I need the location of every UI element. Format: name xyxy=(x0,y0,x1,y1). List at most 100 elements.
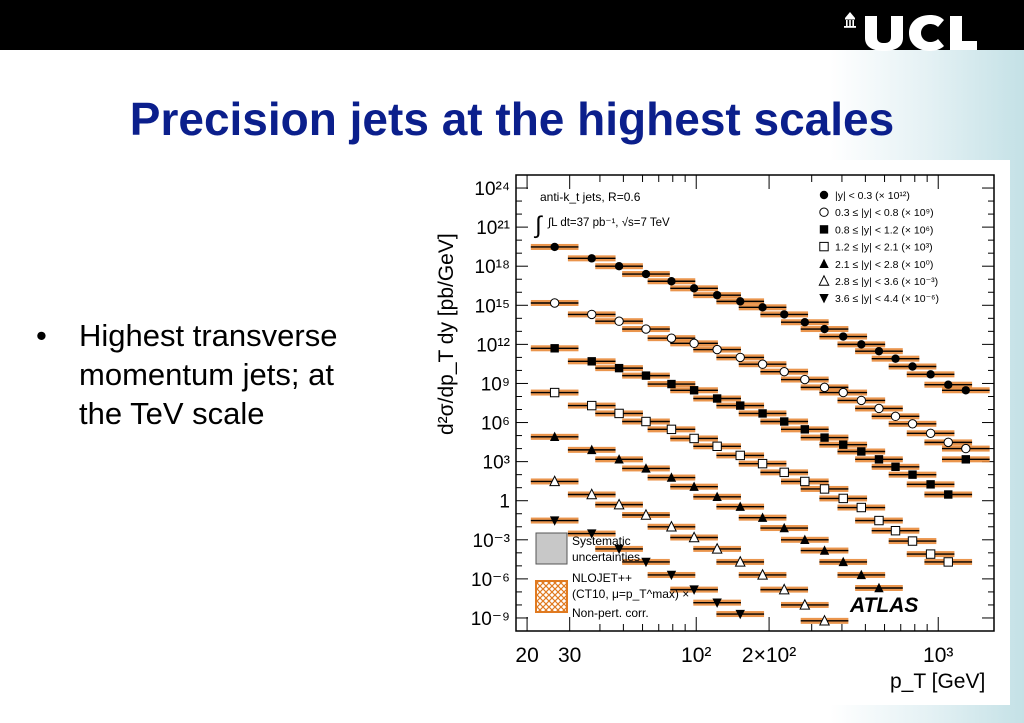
y-tick-label: 10⁹ xyxy=(481,374,510,395)
data-point xyxy=(800,318,810,327)
legend-entry: 2.1 ≤ |y| < 2.8 (× 10⁰) xyxy=(835,259,933,271)
data-point xyxy=(943,437,953,448)
data-point xyxy=(549,431,560,442)
x-tick-label: 10³ xyxy=(923,644,953,667)
data-point xyxy=(925,428,936,438)
legend-marker xyxy=(818,274,830,286)
plot-frame xyxy=(515,174,995,632)
data-point xyxy=(640,508,652,520)
y-tick-label: 10⁻³ xyxy=(473,531,511,552)
data-point xyxy=(641,416,651,427)
data-point xyxy=(735,609,745,620)
y-tick-label: 10⁶ xyxy=(481,414,510,435)
data-point xyxy=(667,379,676,389)
legend-nlojet-line1: NLOJET++ xyxy=(572,571,632,585)
data-point xyxy=(944,380,953,389)
data-point xyxy=(874,582,884,593)
data-point xyxy=(820,433,829,442)
data-point xyxy=(907,419,918,429)
legend-entry: 3.6 ≤ |y| < 4.4 (× 10⁻⁶) xyxy=(835,293,939,305)
data-point xyxy=(944,490,953,499)
data-point xyxy=(819,484,830,494)
data-point xyxy=(689,585,699,595)
legend-nlojet-line3: Non-pert. corr. xyxy=(572,606,649,620)
data-point xyxy=(587,254,596,263)
y-tick-label: 1 xyxy=(499,492,510,513)
y-tick-label: 10³ xyxy=(483,453,510,474)
legend-nlojet-line2: (CT10, μ=p_T^max) × xyxy=(572,587,689,601)
data-point xyxy=(587,357,596,366)
x-tick-label: 20 xyxy=(515,644,538,667)
data-point xyxy=(856,502,867,513)
systematic-swatch xyxy=(535,532,568,565)
data-point xyxy=(819,382,830,393)
data-point xyxy=(550,344,559,353)
data-point xyxy=(587,529,597,539)
data-point xyxy=(712,441,722,452)
data-point xyxy=(641,463,651,473)
data-point xyxy=(666,333,677,343)
data-point xyxy=(874,346,884,356)
legend-systematic-line2: uncertainties xyxy=(572,550,640,564)
data-point xyxy=(856,395,867,406)
data-point xyxy=(689,284,699,293)
data-point xyxy=(838,387,848,398)
data-point xyxy=(641,371,651,380)
data-point xyxy=(613,498,625,510)
data-point xyxy=(800,476,810,487)
legend-marker xyxy=(819,225,829,234)
data-point xyxy=(735,450,745,461)
data-point xyxy=(925,549,936,559)
data-point xyxy=(665,520,677,532)
data-point xyxy=(907,536,918,546)
data-point xyxy=(780,417,789,426)
data-point xyxy=(735,352,745,363)
y-tick-label: 10¹⁸ xyxy=(475,257,510,278)
data-point xyxy=(712,290,722,300)
data-point xyxy=(614,262,624,271)
x-tick-label: 2×10² xyxy=(742,644,796,667)
legend-entry: 1.2 ≤ |y| < 2.1 (× 10³) xyxy=(835,242,933,254)
legend-entry: 0.3 ≤ |y| < 0.8 (× 10⁹) xyxy=(835,207,934,219)
data-point xyxy=(614,454,624,464)
data-point xyxy=(800,425,810,434)
data-point xyxy=(961,386,971,395)
legend-systematic-line1: Systematic xyxy=(572,534,631,548)
data-point xyxy=(838,556,848,567)
data-point xyxy=(757,512,768,522)
data-point xyxy=(549,298,560,308)
y-tick-label: 10²⁴ xyxy=(474,179,510,200)
data-point xyxy=(586,488,598,500)
data-point xyxy=(666,570,677,581)
logo-letters xyxy=(865,15,977,51)
data-point xyxy=(819,614,831,626)
ucl-logo xyxy=(844,12,977,51)
data-point xyxy=(614,363,624,373)
data-point xyxy=(874,403,884,414)
y-tick-label: 10¹⁵ xyxy=(475,296,510,317)
data-point xyxy=(758,303,767,312)
integral-sign-icon: ∫ xyxy=(533,212,543,239)
data-point xyxy=(550,242,559,252)
data-point xyxy=(890,525,901,536)
data-point xyxy=(689,481,699,491)
legend-entry: |y| < 0.3 (× 10¹²) xyxy=(835,190,910,202)
data-point xyxy=(757,359,768,369)
data-point xyxy=(926,370,935,379)
data-point xyxy=(614,544,624,555)
legend-entry: 2.8 ≤ |y| < 3.6 (× 10⁻³) xyxy=(835,276,938,288)
data-point xyxy=(839,332,848,341)
data-point xyxy=(666,472,677,482)
data-point xyxy=(614,316,624,326)
data-point xyxy=(874,515,884,526)
y-tick-label: 10¹² xyxy=(476,335,510,356)
data-point xyxy=(839,440,848,449)
data-point xyxy=(779,522,789,533)
data-point xyxy=(689,386,699,395)
data-point xyxy=(838,493,848,504)
y-tick-label: 10⁻⁹ xyxy=(471,609,510,630)
data-point xyxy=(757,568,769,580)
bullet-list: • Highest transverse momentum jets; at t… xyxy=(34,316,414,433)
y-tick-label: 10²¹ xyxy=(476,218,510,239)
data-point xyxy=(688,531,700,543)
